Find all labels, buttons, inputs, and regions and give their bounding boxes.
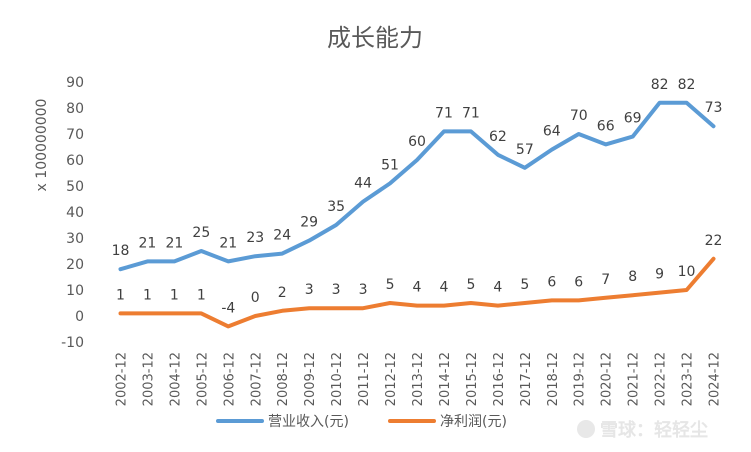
legend: 营业收入(元) 净利润(元) — [216, 414, 507, 430]
x-tick-label: 2024-12 — [708, 352, 723, 406]
data-label: 57 — [516, 142, 534, 158]
data-label: 60 — [408, 134, 426, 150]
data-label: 8 — [628, 269, 637, 285]
data-label: 9 — [655, 267, 664, 283]
data-label: 3 — [359, 282, 368, 298]
data-label: 2 — [278, 285, 287, 301]
data-label: 1 — [143, 287, 152, 303]
data-label: 44 — [354, 176, 372, 192]
y-tick-label: 10 — [66, 283, 84, 299]
legend-label: 净利润(元) — [440, 414, 507, 430]
x-tick-label: 2003-12 — [141, 352, 156, 406]
data-label: 71 — [462, 105, 480, 121]
y-tick-label: 90 — [66, 75, 84, 91]
data-label: 51 — [381, 157, 399, 173]
y-tick-label: 20 — [66, 257, 84, 273]
data-label: 1 — [197, 287, 206, 303]
data-label: 82 — [651, 77, 669, 93]
data-label: 18 — [112, 243, 130, 259]
y-axis: -10 0 10 20 30 40 50 60 70 80 90 — [61, 75, 84, 351]
data-label: 71 — [435, 105, 453, 121]
data-label: 10 — [678, 264, 696, 280]
y-tick-label: -10 — [61, 335, 84, 351]
data-label: 62 — [489, 129, 507, 145]
watermark-text: 雪球：轻轻尘 — [600, 419, 708, 441]
x-tick-label: 2012-12 — [384, 352, 399, 406]
y-tick-label: 70 — [66, 127, 84, 143]
x-tick-label: 2023-12 — [681, 352, 696, 406]
data-label: 82 — [678, 77, 696, 93]
x-tick-label: 2018-12 — [546, 352, 561, 406]
x-tick-label: 2010-12 — [330, 352, 345, 406]
y-axis-label: x 100000000 — [34, 99, 50, 192]
data-label: 66 — [597, 118, 615, 134]
y-tick-label: 0 — [75, 309, 84, 325]
data-label: 69 — [624, 111, 642, 127]
data-label: 73 — [705, 100, 723, 116]
data-label: 3 — [332, 282, 341, 298]
data-label: 5 — [386, 277, 395, 293]
y-tick-label: 30 — [66, 231, 84, 247]
x-tick-label: 2017-12 — [519, 352, 534, 406]
y-tick-label: 80 — [66, 101, 84, 117]
x-tick-label: 2011-12 — [357, 352, 372, 406]
x-tick-label: 2002-12 — [114, 352, 129, 406]
data-label: 23 — [246, 230, 264, 246]
data-label: 7 — [601, 272, 610, 288]
x-tick-label: 2006-12 — [222, 352, 237, 406]
x-tick-label: 2009-12 — [303, 352, 318, 406]
data-label: 1 — [170, 287, 179, 303]
data-label: 21 — [165, 235, 183, 251]
series-layer — [118, 100, 716, 329]
x-tick-label: 2013-12 — [411, 352, 426, 406]
data-label: 35 — [327, 199, 345, 215]
data-label: 5 — [520, 277, 529, 293]
data-label: 0 — [251, 290, 260, 306]
y-tick-label: 40 — [66, 205, 84, 221]
x-tick-label: 2014-12 — [438, 352, 453, 406]
data-label: 4 — [439, 280, 448, 296]
data-label: 25 — [192, 225, 210, 241]
data-label: -4 — [221, 300, 235, 316]
data-label: 4 — [413, 280, 422, 296]
data-label: 21 — [139, 235, 157, 251]
x-tick-label: 2019-12 — [573, 352, 588, 406]
data-label: 24 — [273, 228, 291, 244]
y-tick-label: 50 — [66, 179, 84, 195]
x-tick-label: 2020-12 — [600, 352, 615, 406]
x-tick-label: 2007-12 — [249, 352, 264, 406]
x-tick-label: 2016-12 — [492, 352, 507, 406]
x-tick-label: 2022-12 — [654, 352, 669, 406]
watermark: 雪球：轻轻尘 — [577, 419, 708, 441]
data-label: 6 — [574, 274, 583, 290]
data-label: 22 — [705, 233, 723, 249]
x-axis: 2002-12 2003-12 2004-12 2005-12 2006-12 2007-… — [114, 352, 722, 406]
data-label: 29 — [300, 215, 318, 231]
legend-label: 营业收入(元) — [268, 414, 349, 430]
snowball-logo-icon — [577, 420, 595, 438]
x-tick-label: 2015-12 — [465, 352, 480, 406]
y-tick-label: 60 — [66, 153, 84, 169]
x-tick-label: 2004-12 — [168, 352, 183, 406]
x-tick-label: 2021-12 — [627, 352, 642, 406]
data-label: 70 — [570, 108, 588, 124]
data-label: 3 — [305, 282, 314, 298]
data-label: 4 — [493, 280, 502, 296]
chart-title: 成长能力 — [327, 24, 423, 52]
data-label: 1 — [116, 287, 125, 303]
x-tick-label: 2008-12 — [276, 352, 291, 406]
revenue-series-line — [118, 100, 716, 272]
profit-series-line — [118, 256, 716, 329]
x-tick-label: 2005-12 — [195, 352, 210, 406]
data-label: 6 — [547, 274, 556, 290]
data-label: 64 — [543, 124, 561, 140]
data-label: 21 — [219, 235, 237, 251]
data-label: 5 — [466, 277, 475, 293]
